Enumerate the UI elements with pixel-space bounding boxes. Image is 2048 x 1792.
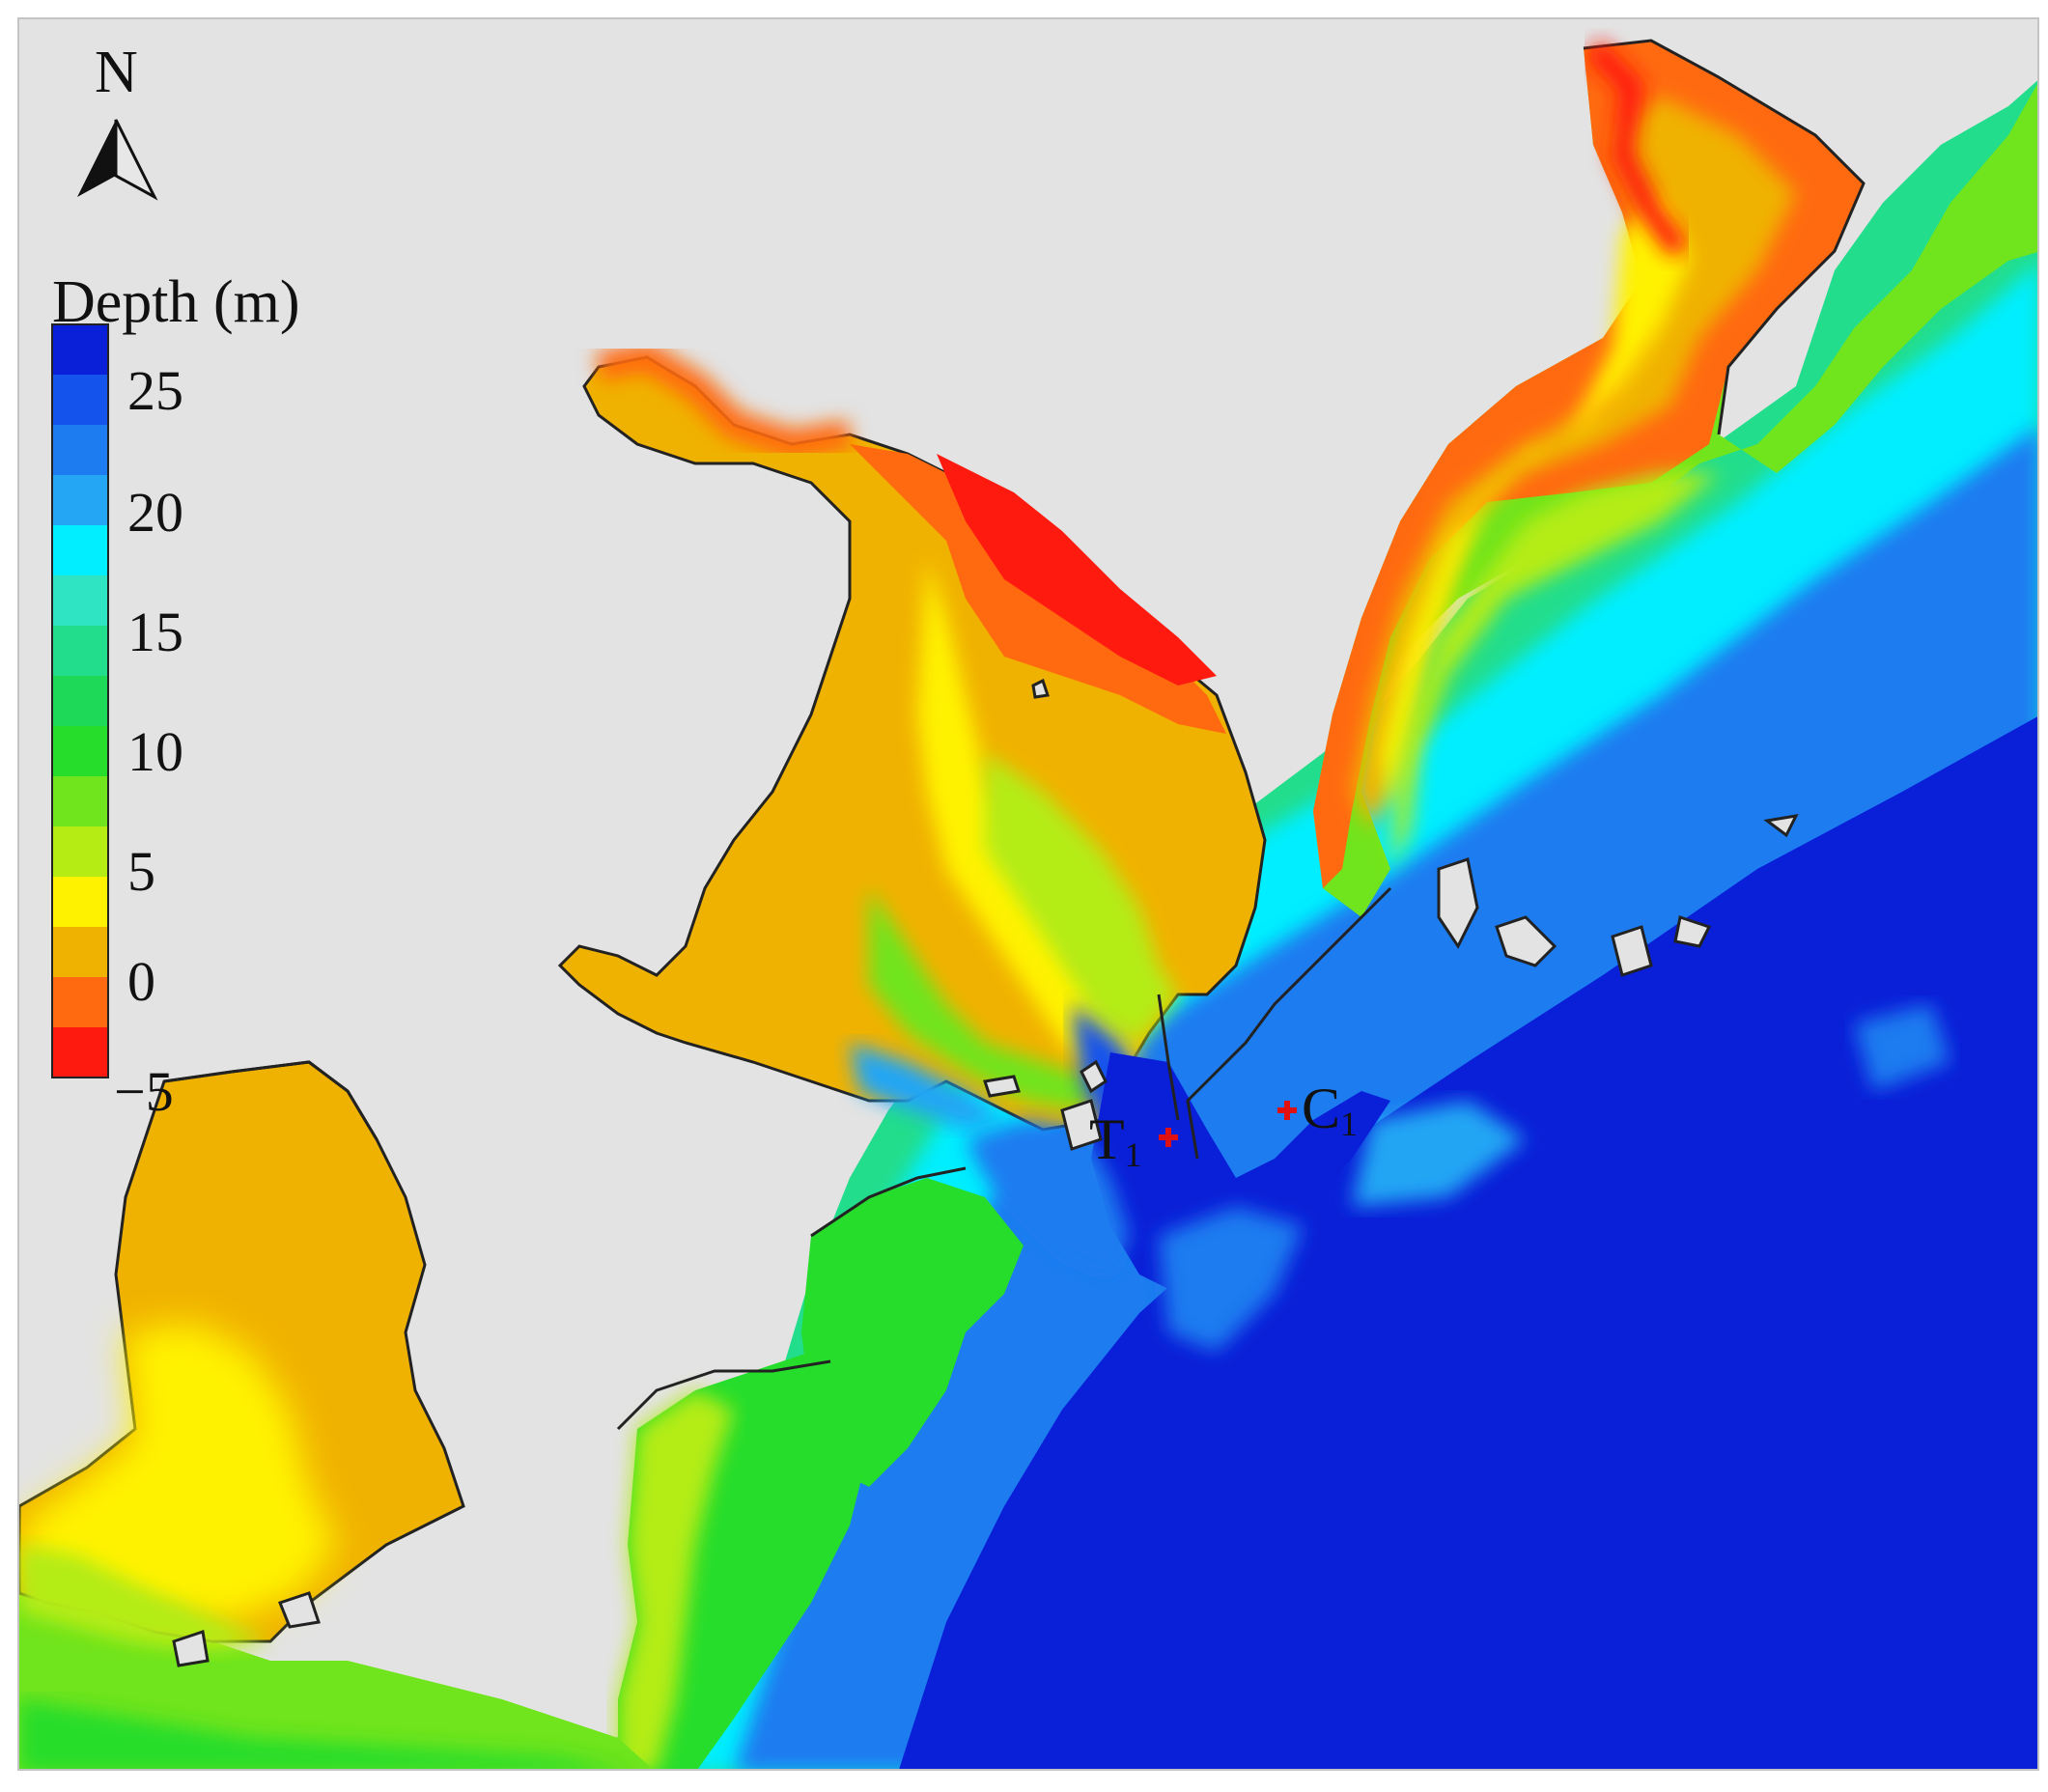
legend-color-step — [52, 475, 108, 526]
station-label-c1: C1 — [1302, 1077, 1359, 1143]
station-marker-c1 — [1277, 1101, 1297, 1120]
legend-color-step — [52, 525, 108, 576]
legend-color-step — [52, 575, 108, 627]
north-arrow-icon — [77, 119, 158, 201]
map-canvas — [19, 19, 2037, 1769]
legend-color-step — [52, 324, 108, 376]
southern-coast — [19, 1178, 1024, 1769]
station-marker-t1 — [1159, 1128, 1178, 1147]
legend-color-step — [52, 877, 108, 928]
legend-tick-label: 20 — [127, 481, 183, 544]
legend-color-step — [52, 776, 108, 827]
legend-color-step — [52, 927, 108, 978]
legend-color-step — [52, 1027, 108, 1078]
bathymetry-map: N Depth (m) 25 20 15 10 5 0 −5 T1 C1 — [17, 17, 2039, 1771]
legend-tick-label: 0 — [127, 950, 155, 1013]
legend-color-step — [52, 626, 108, 677]
legend-color-step — [52, 977, 108, 1028]
station-markers — [1159, 1101, 1297, 1147]
legend-color-step — [52, 826, 108, 878]
legend-tick-label: 10 — [127, 720, 183, 783]
legend-tick-label: −5 — [114, 1060, 174, 1123]
northeast-bay — [1313, 39, 2037, 917]
coastlines — [616, 886, 1392, 1431]
legend-color-step — [52, 425, 108, 476]
legend-color-step — [52, 676, 108, 727]
legend-title: Depth (m) — [52, 269, 300, 335]
central-channel — [966, 1052, 1390, 1352]
southwest-bay — [19, 1060, 465, 1651]
islands — [172, 678, 1799, 1667]
legend-color-step — [52, 375, 108, 426]
legend-tick-label: 25 — [127, 359, 183, 422]
legend-color-step — [52, 726, 108, 777]
legend-tick-label: 15 — [127, 601, 183, 663]
legend-colorbar — [51, 323, 109, 1078]
station-label-t1: T1 — [1089, 1107, 1142, 1174]
legend-tick-label: 5 — [127, 840, 155, 903]
legend-colorbar-border — [51, 323, 109, 1078]
north-label: N — [95, 40, 138, 105]
